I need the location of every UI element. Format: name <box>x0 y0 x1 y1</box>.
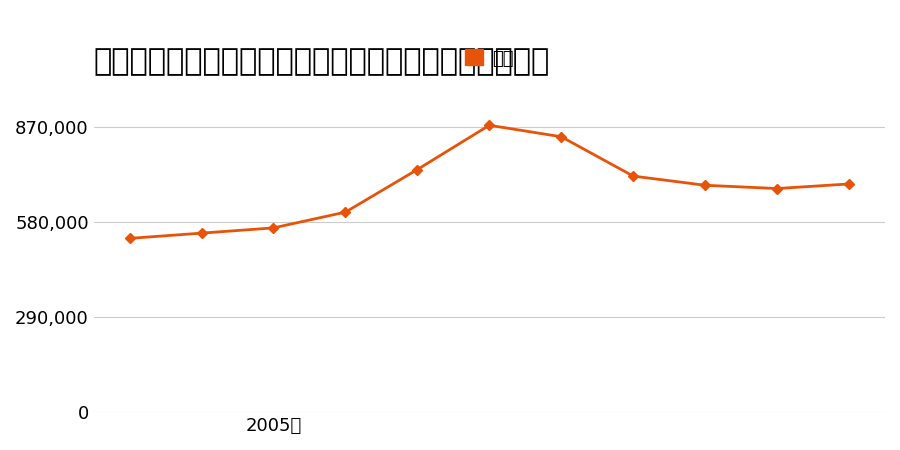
価格 <box>340 209 351 215</box>
価格 <box>412 167 423 172</box>
価格 <box>124 236 135 241</box>
価格 <box>843 181 854 187</box>
価格 <box>484 122 495 128</box>
Text: 愛知県名古屋市中区大須３丁目３１０２番外の地価推移: 愛知県名古屋市中区大須３丁目３１０２番外の地価推移 <box>94 47 550 76</box>
価格 <box>556 134 567 140</box>
Legend: 価格: 価格 <box>458 42 521 75</box>
Line: 価格: 価格 <box>126 122 852 242</box>
価格 <box>699 183 710 188</box>
価格 <box>771 186 782 191</box>
価格 <box>628 173 639 179</box>
価格 <box>196 230 207 236</box>
価格 <box>268 225 279 230</box>
